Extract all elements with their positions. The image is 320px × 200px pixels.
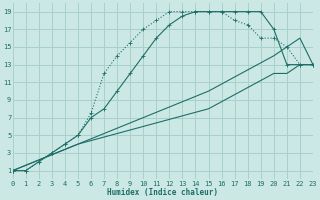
X-axis label: Humidex (Indice chaleur): Humidex (Indice chaleur) bbox=[107, 188, 218, 197]
